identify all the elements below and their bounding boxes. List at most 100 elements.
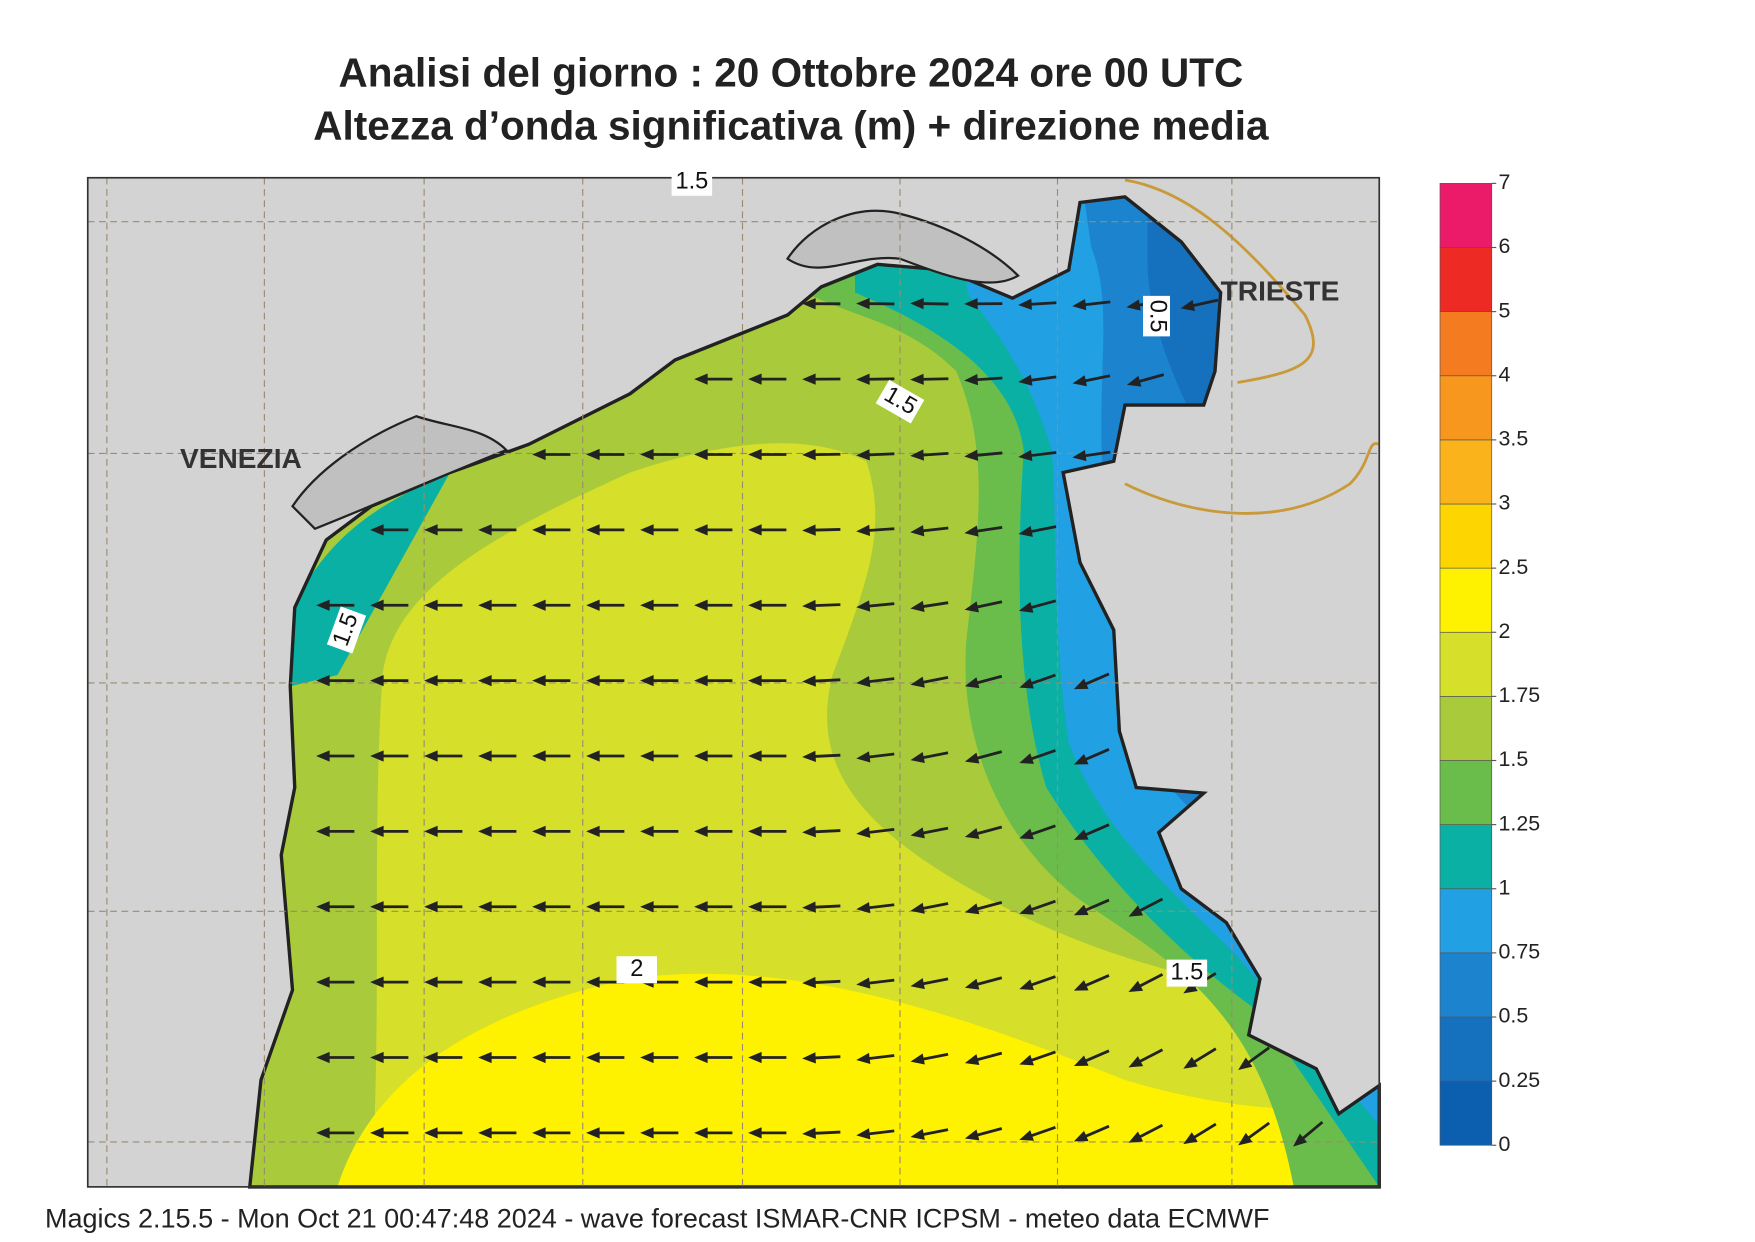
arrow-head bbox=[532, 675, 546, 687]
arrow-head bbox=[640, 448, 654, 461]
arrow-head bbox=[424, 1127, 438, 1139]
arrow-head bbox=[532, 976, 546, 988]
contour-label: 1.5 bbox=[1166, 959, 1208, 987]
arrow-head bbox=[964, 677, 980, 689]
arrow-head bbox=[748, 825, 762, 837]
arrow-head bbox=[1128, 1131, 1144, 1143]
arrow-head bbox=[694, 1127, 708, 1139]
arrow-head bbox=[694, 1051, 708, 1064]
arrow-head bbox=[370, 750, 384, 762]
contour-value: 2 bbox=[630, 956, 643, 982]
arrow-head bbox=[1238, 1057, 1253, 1070]
arrow-head bbox=[640, 599, 654, 611]
graticule bbox=[87, 177, 1380, 1187]
arrow-head bbox=[1238, 1132, 1253, 1146]
arrow-head bbox=[370, 901, 384, 913]
border bbox=[1124, 178, 1380, 515]
arrow-head bbox=[1018, 298, 1032, 310]
arrow-head bbox=[640, 524, 654, 536]
arrow-head bbox=[694, 448, 708, 461]
colorbar-label: 0.5 bbox=[1499, 1004, 1529, 1028]
arrow-head bbox=[694, 901, 708, 913]
arrow-head bbox=[748, 524, 762, 536]
arrow-head bbox=[532, 524, 546, 536]
arrow-head bbox=[478, 976, 492, 988]
arrow-head bbox=[586, 1051, 600, 1064]
arrow-head bbox=[964, 298, 978, 310]
arrow-head bbox=[964, 903, 980, 915]
arrow-head bbox=[532, 599, 546, 611]
arrow-head bbox=[586, 901, 600, 913]
arrow-head bbox=[532, 1127, 546, 1139]
arrow-head bbox=[694, 599, 708, 611]
arrow-head bbox=[1293, 1133, 1308, 1147]
colorbar-band bbox=[1439, 888, 1493, 954]
arrow-head bbox=[802, 826, 816, 838]
arrow-head bbox=[1073, 904, 1089, 916]
arrow-head bbox=[640, 675, 654, 687]
arrow-head bbox=[1073, 829, 1089, 840]
arrow-head bbox=[1018, 525, 1033, 537]
colorbar-label: 1.25 bbox=[1499, 811, 1541, 835]
arrow-head bbox=[964, 601, 979, 613]
arrow-head bbox=[964, 1054, 980, 1065]
colorbar-label: 0.25 bbox=[1499, 1068, 1541, 1092]
colorbar-label: 2 bbox=[1499, 619, 1511, 643]
arrow-head bbox=[1128, 1056, 1144, 1068]
arrow-head bbox=[1128, 980, 1144, 992]
colorbar-label: 0.75 bbox=[1499, 940, 1541, 964]
arrow-head bbox=[424, 976, 438, 988]
arrow-head bbox=[586, 976, 600, 988]
arrow-head bbox=[424, 524, 438, 536]
arrow-head bbox=[316, 825, 330, 837]
place-label: VENEZIA bbox=[180, 443, 302, 474]
arrow-head bbox=[802, 298, 816, 310]
arrow-head bbox=[802, 449, 816, 461]
colorbar-band bbox=[1439, 439, 1493, 505]
arrow-head bbox=[532, 1051, 546, 1064]
arrow-head bbox=[316, 1051, 330, 1064]
colorbar-band bbox=[1439, 824, 1493, 890]
arrow-head bbox=[1019, 677, 1034, 689]
arrow-head bbox=[856, 1128, 871, 1140]
arrow-head bbox=[1019, 1130, 1034, 1141]
arrow-head bbox=[478, 901, 492, 913]
arrow-head bbox=[532, 448, 546, 461]
arrow-head bbox=[694, 373, 708, 385]
arrow-head bbox=[370, 1127, 384, 1139]
arrow-head bbox=[1072, 299, 1087, 311]
colorbar-band bbox=[1439, 952, 1493, 1018]
arrow-head bbox=[856, 373, 870, 385]
label-box bbox=[671, 168, 713, 196]
arrow-head bbox=[802, 1052, 816, 1064]
arrow-head bbox=[802, 675, 816, 687]
arrow-head bbox=[964, 449, 979, 461]
arrow-head bbox=[748, 675, 762, 687]
arrow-head bbox=[748, 448, 762, 461]
colorbar-label: 7 bbox=[1499, 170, 1511, 194]
arrow-head bbox=[856, 449, 870, 461]
arrow-head bbox=[586, 448, 600, 461]
colorbar-band bbox=[1439, 696, 1493, 761]
colorbar-label: 3 bbox=[1499, 491, 1511, 515]
colorbar-band bbox=[1439, 311, 1493, 377]
arrow-head bbox=[964, 752, 980, 764]
colorbar: 0 0.25 0.5 0.75 1 1.25 1.5 1.75 2 2.5 3 3.5 4 5 6 7 bbox=[1439, 170, 1541, 1156]
arrow-head bbox=[478, 675, 492, 687]
arrow-head bbox=[370, 976, 384, 988]
contour-label: 1.5 bbox=[326, 606, 367, 654]
arrow-head bbox=[1072, 450, 1087, 462]
contour-value: 1.5 bbox=[675, 168, 708, 194]
colorbar-label: 4 bbox=[1499, 362, 1511, 386]
arrow-head bbox=[640, 825, 654, 837]
colorbar-band bbox=[1439, 760, 1493, 825]
arrow-head bbox=[802, 1127, 816, 1139]
label-box bbox=[875, 379, 925, 424]
arrow-head bbox=[370, 1051, 384, 1064]
arrow-head bbox=[424, 901, 438, 913]
arrow-head bbox=[1072, 375, 1087, 387]
arrow-head bbox=[586, 599, 600, 611]
arrow-head bbox=[424, 750, 438, 762]
arrow-head bbox=[1126, 299, 1141, 311]
arrow-head bbox=[748, 750, 762, 762]
